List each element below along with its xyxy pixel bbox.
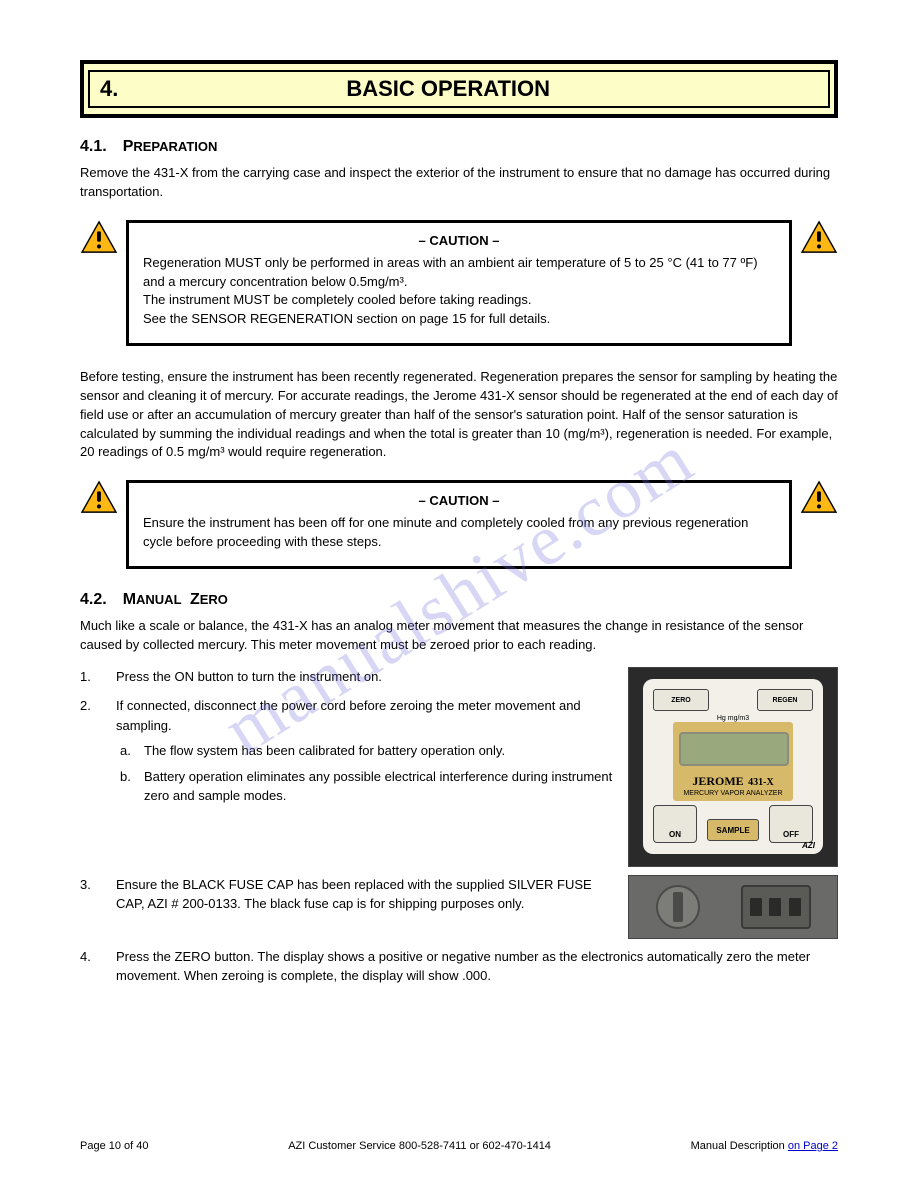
- caution-row-2: – CAUTION – Ensure the instrument has be…: [80, 480, 838, 569]
- steps-list-2: 3.Ensure the BLACK FUSE CAP has been rep…: [80, 875, 614, 914]
- section-header-inner: 4. BASIC OPERATION: [88, 70, 830, 108]
- subsection-num-prep: 4.1.: [80, 138, 107, 156]
- step-2a: a.The flow system has been calibrated fo…: [144, 741, 614, 761]
- mz-intro-text: Much like a scale or balance, the 431-X …: [80, 617, 838, 655]
- iec-inlet: [741, 885, 811, 929]
- step-4: 4.Press the ZERO button. The display sho…: [116, 947, 838, 986]
- step-2-sublist: a.The flow system has been calibrated fo…: [116, 741, 614, 806]
- subtitle-label: MERCURY VAPOR ANALYZER: [679, 790, 787, 797]
- brand-label: JEROME: [692, 774, 743, 788]
- step-3: 3.Ensure the BLACK FUSE CAP has been rep…: [116, 875, 614, 914]
- warning-icon: [800, 480, 838, 514]
- step-2b: b.Battery operation eliminates any possi…: [144, 767, 614, 806]
- warning-icon: [80, 480, 118, 514]
- caution-box-1: – CAUTION – Regeneration MUST only be pe…: [126, 220, 792, 346]
- steps-block-1: 1.Press the ON button to turn the instru…: [80, 667, 838, 867]
- caution-text-1c: See the SENSOR REGENERATION section on p…: [143, 310, 775, 329]
- prong: [769, 898, 781, 916]
- footer-right-link[interactable]: on Page 2: [788, 1140, 838, 1152]
- fuse-inlet-photo: [628, 875, 838, 939]
- footer-right: Manual Description on Page 2: [691, 1140, 838, 1152]
- page-footer: Page 10 of 40 AZI Customer Service 800-5…: [80, 1140, 838, 1152]
- device-panel-photo: ZERO REGEN Hg mg/m3 JEROME 431-X MERCURY…: [628, 667, 838, 867]
- device-panel: ZERO REGEN Hg mg/m3 JEROME 431-X MERCURY…: [643, 679, 823, 854]
- section-title: BASIC OPERATION: [118, 76, 778, 102]
- caution-row-1: – CAUTION – Regeneration MUST only be pe…: [80, 220, 838, 346]
- footer-left: Page 10 of 40: [80, 1140, 149, 1152]
- warning-icon: [80, 220, 118, 254]
- prep-after-caution-text: Before testing, ensure the instrument ha…: [80, 368, 838, 462]
- steps-list-1: 1.Press the ON button to turn the instru…: [80, 667, 614, 806]
- azi-logo: AZI: [802, 841, 815, 850]
- caution-text-2: Ensure the instrument has been off for o…: [143, 514, 775, 552]
- prep-intro-text: Remove the 431-X from the carrying case …: [80, 164, 838, 202]
- subsection-title-mz: MANUAL ZERO: [123, 591, 228, 609]
- section-header: 4. BASIC OPERATION: [80, 60, 838, 118]
- steps-block-2: 3.Ensure the BLACK FUSE CAP has been rep…: [80, 875, 838, 939]
- caution-text-1a: Regeneration MUST only be performed in a…: [143, 254, 775, 292]
- gold-plate: JEROME 431-X MERCURY VAPOR ANALYZER: [673, 722, 793, 801]
- fuse-cap: [656, 885, 700, 929]
- section-number: 4.: [100, 76, 118, 102]
- steps-list-3: 4.Press the ZERO button. The display sho…: [80, 947, 838, 986]
- caution-heading-2: – CAUTION –: [143, 493, 775, 508]
- model-label: 431-X: [748, 777, 774, 788]
- units-label: Hg mg/m3: [717, 715, 749, 722]
- sample-button: SAMPLE: [707, 819, 759, 841]
- step-1: 1.Press the ON button to turn the instru…: [116, 667, 614, 687]
- caution-heading-1: – CAUTION –: [143, 233, 775, 248]
- footer-center: AZI Customer Service 800-528-7411 or 602…: [288, 1140, 551, 1152]
- regen-button: REGEN: [757, 689, 813, 711]
- subsection-manualzero: 4.2. MANUAL ZERO Much like a scale or ba…: [80, 591, 838, 986]
- step-2: 2.If connected, disconnect the power cor…: [116, 696, 614, 806]
- prong: [789, 898, 801, 916]
- subsection-num-mz: 4.2.: [80, 591, 107, 609]
- caution-box-2: – CAUTION – Ensure the instrument has be…: [126, 480, 792, 569]
- caution-text-1b: The instrument MUST be completely cooled…: [143, 291, 775, 310]
- lcd-display: [679, 732, 789, 766]
- prong: [750, 898, 762, 916]
- subsection-title-prep: PREPARATION: [123, 138, 218, 156]
- off-button: OFF: [769, 805, 813, 843]
- warning-icon: [800, 220, 838, 254]
- on-button: ON: [653, 805, 697, 843]
- subsection-preparation: 4.1. PREPARATION Remove the 431-X from t…: [80, 138, 838, 202]
- zero-button: ZERO: [653, 689, 709, 711]
